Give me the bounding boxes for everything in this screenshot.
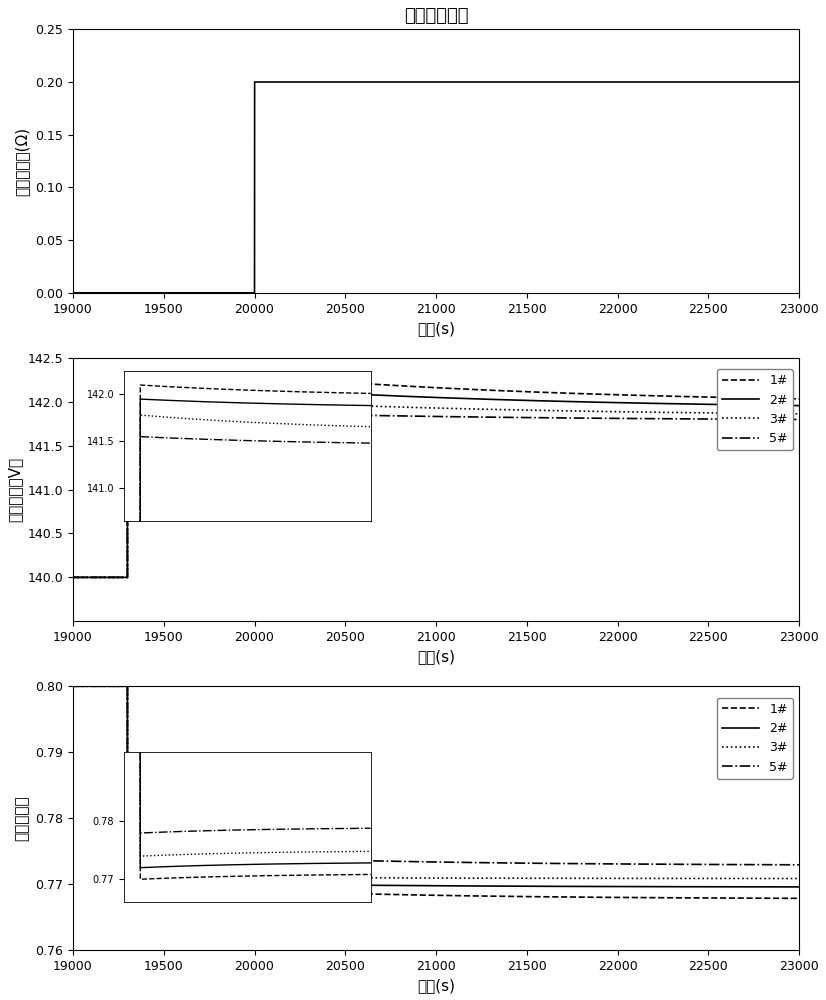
3# [710, 872, 720, 884]
3# [686, 407, 695, 419]
5# [149, 823, 159, 835]
5# [149, 437, 159, 449]
1# [686, 892, 695, 904]
Line: 2#: 2# [73, 686, 800, 887]
2# [710, 881, 720, 893]
3# [686, 872, 695, 884]
1# [795, 393, 805, 405]
1# [686, 391, 695, 403]
3# [301, 872, 311, 884]
1# [613, 891, 623, 903]
Title: 电阻阶跃扰动: 电阻阶跃扰动 [404, 7, 468, 25]
3# [795, 408, 805, 420]
3# [149, 850, 159, 862]
1# [249, 369, 259, 381]
1# [301, 886, 311, 898]
X-axis label: 时间(s): 时间(s) [417, 978, 455, 993]
1# [149, 876, 159, 888]
2# [68, 680, 78, 692]
1# [657, 390, 667, 402]
2# [68, 571, 78, 583]
Line: 2#: 2# [73, 389, 800, 577]
Line: 5#: 5# [73, 686, 800, 865]
Y-axis label: 输出电压（V）: 输出电压（V） [7, 457, 22, 522]
2# [686, 398, 695, 410]
1# [795, 892, 805, 904]
3# [795, 873, 805, 885]
2# [613, 397, 623, 409]
2# [301, 386, 311, 398]
5# [68, 571, 78, 583]
Line: 3#: 3# [73, 686, 800, 879]
2# [657, 881, 667, 893]
X-axis label: 时间(s): 时间(s) [417, 321, 455, 336]
5# [657, 858, 667, 870]
1# [149, 389, 159, 401]
5# [657, 413, 667, 425]
5# [795, 859, 805, 871]
1# [710, 892, 720, 904]
Y-axis label: 燃料利用率: 燃料利用率 [15, 795, 30, 841]
3# [68, 571, 78, 583]
Line: 1#: 1# [73, 686, 800, 898]
Legend: 1#, 2#, 3#, 5#: 1#, 2#, 3#, 5# [717, 369, 793, 450]
2# [710, 398, 720, 410]
2# [613, 881, 623, 893]
5# [249, 407, 259, 419]
3# [68, 680, 78, 692]
5# [68, 680, 78, 692]
5# [710, 858, 720, 870]
Line: 3#: 3# [73, 402, 800, 577]
1# [657, 892, 667, 904]
1# [68, 680, 78, 692]
2# [149, 402, 159, 414]
1# [613, 389, 623, 401]
5# [301, 408, 311, 420]
3# [301, 398, 311, 410]
5# [686, 858, 695, 870]
1# [710, 391, 720, 403]
3# [657, 872, 667, 884]
Line: 1#: 1# [73, 375, 800, 577]
2# [686, 881, 695, 893]
Y-axis label: 电阻变化量(Ω): 电阻变化量(Ω) [15, 126, 30, 196]
Line: 5#: 5# [73, 413, 800, 577]
3# [613, 406, 623, 418]
2# [795, 881, 805, 893]
3# [149, 418, 159, 430]
5# [710, 413, 720, 425]
1# [68, 571, 78, 583]
5# [686, 413, 695, 425]
2# [795, 400, 805, 412]
2# [149, 863, 159, 875]
1# [301, 374, 311, 386]
2# [249, 383, 259, 395]
5# [795, 414, 805, 426]
2# [301, 879, 311, 891]
2# [657, 398, 667, 410]
3# [613, 872, 623, 884]
5# [613, 412, 623, 424]
X-axis label: 时间(s): 时间(s) [417, 650, 455, 665]
3# [710, 407, 720, 419]
3# [657, 406, 667, 418]
3# [249, 396, 259, 408]
5# [301, 853, 311, 865]
5# [613, 858, 623, 870]
Legend: 1#, 2#, 3#, 5#: 1#, 2#, 3#, 5# [717, 698, 793, 779]
